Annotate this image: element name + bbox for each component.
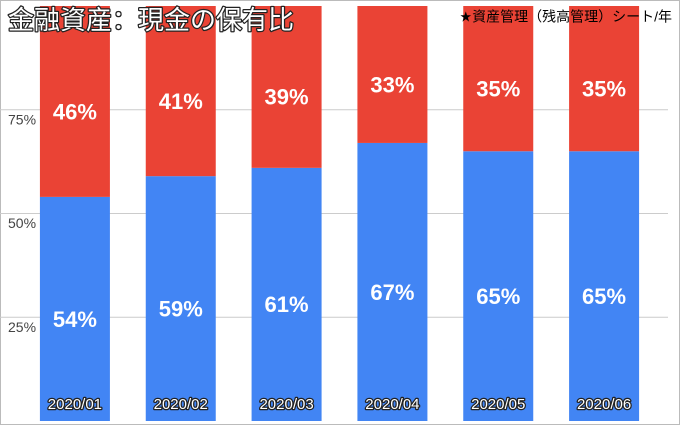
data-label: 33% (370, 72, 414, 97)
x-tick-label: 2020/04 (365, 396, 419, 413)
data-label: 65% (476, 284, 520, 309)
bar-segment (569, 151, 640, 421)
x-tick-label: 2020/01 (48, 396, 102, 413)
data-label: 35% (476, 76, 520, 101)
data-label: 54% (53, 307, 97, 332)
bar-segment (357, 6, 428, 143)
y-tick-label: 75% (8, 111, 36, 127)
chart-title: 金融資産：現金の保有比 (8, 6, 294, 36)
bar-segment (39, 196, 110, 421)
bar-segment (569, 6, 640, 152)
y-tick-label: 25% (8, 319, 36, 335)
chart-subtitle: ★資産管理（残高管理）シート/年 (460, 9, 672, 25)
data-label: 61% (265, 292, 309, 317)
bars (39, 6, 640, 421)
bar-segment (463, 151, 534, 421)
bar-segment (251, 167, 322, 421)
data-label: 65% (582, 284, 626, 309)
data-label: 46% (53, 99, 97, 124)
y-tick-label: 50% (8, 215, 36, 231)
data-label: 59% (159, 296, 203, 321)
data-label: 35% (582, 76, 626, 101)
x-tick-label: 2020/05 (471, 396, 525, 413)
bar-segment (463, 6, 534, 152)
x-tick-label: 2020/03 (259, 396, 313, 413)
data-label: 39% (265, 85, 309, 110)
x-tick-label: 2020/06 (577, 396, 631, 413)
x-tick-label: 2020/02 (154, 396, 208, 413)
bar-segment (357, 142, 428, 421)
bar-segment (251, 6, 322, 168)
data-label: 67% (370, 280, 414, 305)
bar-segment (145, 176, 216, 421)
grid (0, 109, 668, 318)
bar-segment (145, 6, 216, 177)
data-label: 41% (159, 89, 203, 114)
bar-segment (39, 6, 110, 197)
